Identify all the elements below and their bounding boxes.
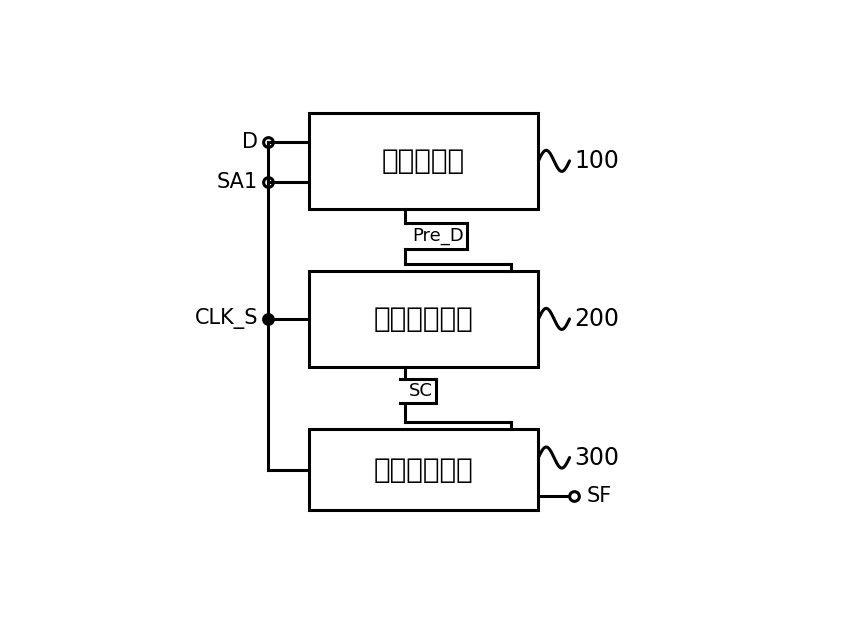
Text: 数据采样模块: 数据采样模块 bbox=[373, 456, 473, 484]
Bar bbox=[308, 271, 538, 367]
Text: SA1: SA1 bbox=[217, 172, 258, 192]
Bar bbox=[308, 113, 538, 209]
Text: 300: 300 bbox=[574, 445, 619, 470]
Text: 采样控制模块: 采样控制模块 bbox=[373, 305, 473, 333]
Text: SC: SC bbox=[408, 382, 432, 400]
Text: 100: 100 bbox=[574, 149, 619, 173]
Text: D: D bbox=[242, 132, 258, 152]
Bar bbox=[308, 429, 538, 511]
Text: 预采样模块: 预采样模块 bbox=[381, 147, 464, 175]
Text: CLK_S: CLK_S bbox=[194, 309, 258, 330]
Text: SF: SF bbox=[586, 486, 611, 506]
Text: 200: 200 bbox=[574, 307, 619, 331]
Text: Pre_D: Pre_D bbox=[412, 227, 464, 245]
